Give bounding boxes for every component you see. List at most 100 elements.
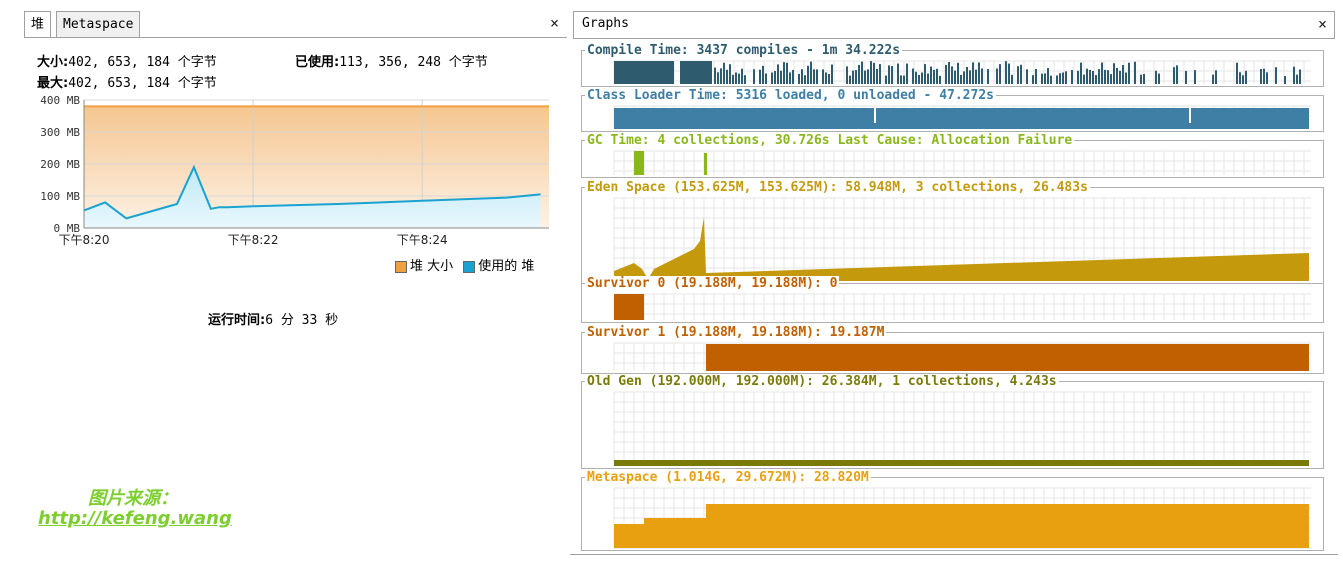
y-tick-label: 200 MB — [40, 158, 80, 171]
graph-plot — [613, 197, 1311, 281]
graph-tick — [1173, 67, 1175, 84]
graph-tick — [999, 64, 1001, 84]
graph-tick — [861, 61, 863, 84]
graph-tick — [1050, 75, 1052, 84]
graph-bar — [614, 460, 1309, 466]
graph-tick — [1125, 72, 1127, 84]
graph-tick — [1020, 64, 1022, 84]
tab-heap[interactable]: 堆 — [24, 11, 52, 37]
graph-plot — [613, 150, 1311, 175]
graph-tick — [798, 73, 800, 84]
graph-tick — [1185, 70, 1187, 84]
graphs-panel: Graphs × Compile Time: 3437 compiles - 1… — [570, 0, 1343, 564]
graph-tick — [1077, 70, 1079, 84]
graph-tick — [1140, 74, 1142, 84]
graph-tick — [828, 73, 830, 84]
graph-tick — [1008, 63, 1010, 84]
graph-tick — [855, 70, 857, 84]
graph-title: Compile Time: 3437 compiles - 1m 34.222s — [585, 43, 903, 58]
uptime-line: 运行时间:6 分 33 秒 — [208, 309, 338, 328]
graph-tick — [1098, 69, 1100, 84]
graph-tick — [975, 69, 977, 84]
graph-bar — [614, 61, 674, 84]
graph-title: Eden Space (153.625M, 153.625M): 58.948M… — [585, 180, 1090, 195]
graph-title: Metaspace (1.014G, 29.672M): 28.820M — [585, 470, 871, 485]
graph-tick — [780, 70, 782, 84]
y-tick-label: 0 MB — [54, 222, 81, 235]
graph-plot — [613, 105, 1311, 129]
graph-tick — [726, 69, 728, 84]
graph-tick — [900, 75, 902, 84]
graph-tick — [870, 61, 872, 84]
graph-tick — [903, 75, 905, 84]
graph-tick — [738, 73, 740, 84]
graph-tick — [1128, 62, 1130, 84]
graph-tick — [720, 68, 722, 84]
heap-size-label: 大小: — [37, 55, 69, 70]
graph-tick — [1158, 73, 1160, 84]
graphs-title: Graphs — [582, 16, 629, 31]
graph-tick — [786, 62, 788, 84]
graph-tick — [1101, 62, 1103, 84]
graph-tick — [1059, 73, 1061, 84]
graph-tick — [1104, 69, 1106, 84]
graph-tick — [714, 67, 716, 84]
heap-used-area — [84, 167, 541, 228]
graph-tick — [1065, 71, 1067, 84]
graph-tick — [816, 69, 818, 84]
graph-tick — [1089, 69, 1091, 84]
x-tick-label: 下午8:20 — [59, 233, 110, 247]
graph-box — [581, 283, 1324, 323]
graph-tick — [1017, 66, 1019, 84]
graph-tick — [729, 64, 731, 84]
graph-tick — [804, 75, 806, 84]
graph-plot — [613, 487, 1311, 549]
graph-plot — [613, 391, 1311, 466]
graph-tick — [849, 75, 851, 84]
graph-tick — [1215, 70, 1217, 84]
graph-tick — [1266, 72, 1268, 84]
panel-divider — [570, 554, 1338, 555]
heap-used-line: 已使用:113, 356, 248 个字节 — [295, 51, 488, 70]
graph-tick — [963, 71, 965, 84]
graph-tick — [1062, 72, 1064, 84]
heap-legend: 堆 大小 使用的 堆 — [395, 255, 534, 274]
tab-metaspace[interactable]: Metaspace — [56, 11, 141, 37]
graph-bar — [614, 294, 644, 320]
graph-plot — [613, 342, 1311, 371]
legend-swatch-heap-used — [463, 260, 476, 273]
graph-tick — [1122, 65, 1124, 84]
uptime-value: 6 分 33 秒 — [265, 313, 339, 328]
graph-tick — [1035, 68, 1037, 84]
graph-tick — [741, 68, 743, 84]
graph-tick — [966, 66, 968, 84]
graph-tick — [1242, 75, 1244, 84]
graph-tick — [723, 62, 725, 84]
y-tick-label: 400 MB — [40, 94, 80, 107]
y-tick-label: 100 MB — [40, 190, 80, 203]
graph-box — [581, 477, 1324, 551]
graph-tick — [948, 62, 950, 84]
graph-title: Class Loader Time: 5316 loaded, 0 unload… — [585, 88, 996, 103]
graph-tick — [1044, 73, 1046, 84]
graph-tick — [1143, 73, 1145, 84]
graph-tick — [987, 69, 989, 84]
close-icon[interactable]: × — [550, 14, 560, 32]
watermark-url[interactable]: http://kefeng.wang — [38, 508, 232, 529]
graph-tick — [945, 64, 947, 84]
graph-tick — [1239, 72, 1241, 84]
graph-tick — [972, 62, 974, 84]
graph-tick — [1086, 68, 1088, 84]
heap-size-value: 402, 653, 184 个字节 — [68, 55, 217, 70]
graph-tick — [783, 62, 785, 84]
graph-tick — [876, 68, 878, 84]
graph-tick — [792, 69, 794, 84]
uptime-label: 运行时间: — [208, 313, 266, 328]
graphs-list: Compile Time: 3437 compiles - 1m 34.222s… — [573, 40, 1343, 551]
graph-bar — [614, 108, 1309, 129]
graph-tick — [774, 71, 776, 84]
graph-bar — [706, 344, 1309, 371]
close-icon[interactable]: × — [1318, 15, 1328, 33]
x-tick-label: 下午8:24 — [397, 233, 448, 247]
